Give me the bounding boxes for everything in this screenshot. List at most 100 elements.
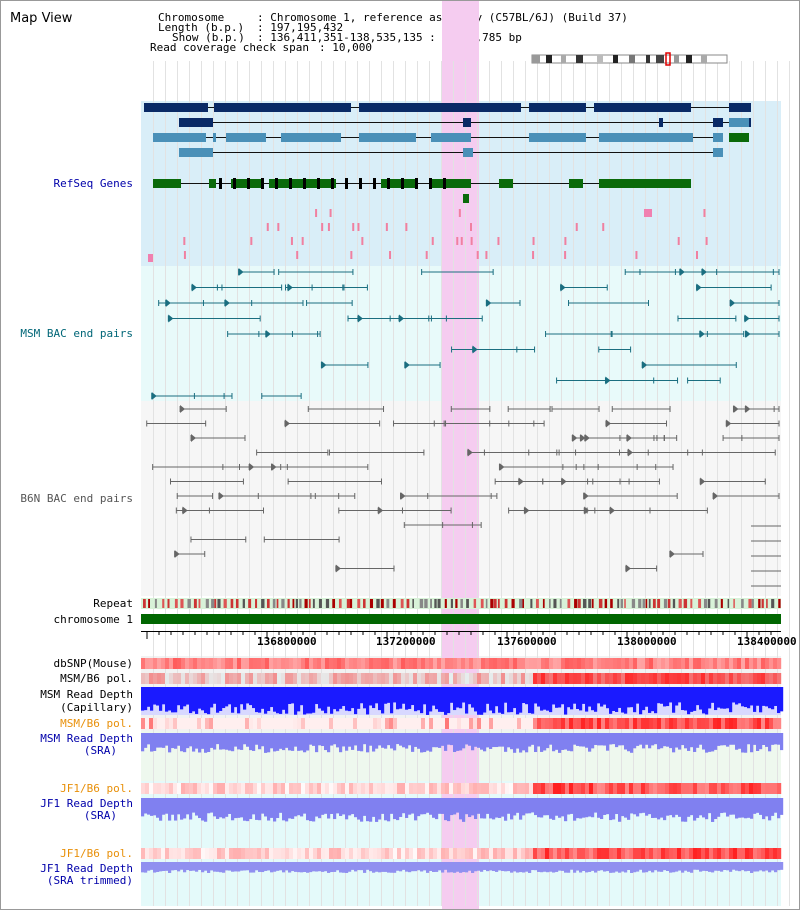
dbsnp-heat	[461, 658, 466, 669]
repeat-feature	[530, 599, 533, 608]
gene-exon[interactable]	[179, 118, 213, 127]
msm-b6-pol-2-heat	[681, 718, 686, 729]
jf1-depth-sra	[291, 798, 295, 819]
jf1-depth-sra	[636, 798, 640, 817]
jf1-depth-sra	[204, 798, 208, 822]
dbsnp-heat	[153, 658, 158, 669]
jf1-depth-sra	[534, 798, 538, 816]
msm-depth-sra	[606, 733, 610, 751]
refseq-marker	[677, 237, 680, 245]
msm-depth-capillary	[228, 687, 232, 705]
gene-exon[interactable]	[144, 103, 208, 112]
msm-depth-sra	[381, 733, 385, 748]
msm-depth-capillary	[573, 687, 577, 704]
dbsnp-heat	[273, 658, 278, 669]
gene-exon[interactable]	[213, 133, 216, 142]
gene-exon[interactable]	[359, 103, 521, 112]
msm-depth-capillary	[561, 687, 565, 705]
gene-exon[interactable]	[269, 179, 336, 188]
msm-b6-pol-heat	[661, 673, 666, 684]
jf1-b6-pol-2-heat	[553, 848, 558, 859]
dbsnp-heat	[269, 658, 274, 669]
gene-exon[interactable]	[231, 179, 261, 188]
gene-exon[interactable]	[153, 133, 206, 142]
dbsnp-heat	[777, 658, 782, 669]
gene-exon[interactable]	[594, 103, 691, 112]
gene-exon[interactable]	[659, 118, 663, 127]
msm-depth-capillary	[750, 687, 754, 706]
gene-exon[interactable]	[529, 133, 586, 142]
jf1-depth-trimmed	[279, 862, 283, 871]
msm-depth-capillary	[462, 687, 466, 703]
jf1-b6-pol-heat	[585, 783, 590, 794]
msm-depth-sra	[297, 733, 301, 751]
msm-depth-sra	[561, 733, 565, 750]
dbsnp-heat	[389, 658, 394, 669]
gene-exon[interactable]	[463, 148, 473, 157]
jf1-depth-trimmed	[591, 862, 595, 871]
gene-exon[interactable]	[463, 118, 471, 127]
gene-exon[interactable]	[359, 133, 416, 142]
jf1-depth-sra	[258, 798, 262, 821]
msm-b6-pol-heat	[621, 673, 626, 684]
msm-depth-sra	[165, 733, 169, 746]
jf1-depth-sra	[498, 798, 502, 819]
jf1-b6-pol-heat	[337, 783, 342, 794]
gene-exon[interactable]	[599, 179, 691, 188]
gene-exon[interactable]	[281, 133, 341, 142]
msm-depth-sra	[558, 733, 562, 753]
gene-exon[interactable]	[599, 133, 693, 142]
msm-b6-pol-2-heat	[633, 718, 638, 729]
gene-exon[interactable]	[499, 179, 513, 188]
msm-depth-capillary	[345, 687, 349, 711]
msm-b6-pol-2-heat	[253, 718, 258, 729]
msm-depth-capillary	[219, 687, 223, 711]
gene-exon[interactable]	[569, 179, 583, 188]
msm-depth-capillary	[774, 687, 778, 706]
msm-depth-sra	[213, 733, 217, 750]
gene-exon[interactable]	[713, 133, 723, 142]
msm-depth-sra	[351, 733, 355, 750]
msm-depth-sra	[414, 733, 418, 747]
gene-exon[interactable]	[431, 179, 471, 188]
jf1-b6-pol-2-heat	[613, 848, 618, 859]
jf1-depth-sra	[393, 798, 397, 820]
dbsnp-heat	[681, 658, 686, 669]
msm-b6-pol-heat	[241, 673, 246, 684]
jf1-b6-pol-heat	[473, 783, 478, 794]
msm-b6-pol-heat	[709, 673, 714, 684]
msm-depth-sra	[372, 733, 376, 752]
jf1-depth-trimmed	[360, 862, 364, 871]
msm-b6-pol-2-heat	[373, 718, 378, 729]
jf1-depth-trimmed	[657, 862, 661, 872]
b6n-bac-pair-end	[335, 564, 341, 573]
ideogram-current-position[interactable]	[665, 52, 671, 66]
gene-exon[interactable]	[463, 194, 469, 203]
gene-exon[interactable]	[209, 179, 216, 188]
gene-exon[interactable]	[214, 103, 351, 112]
gene-exon[interactable]	[431, 133, 471, 142]
jf1-depth-sra	[678, 798, 682, 817]
jf1-depth-sra	[582, 798, 586, 818]
msm-depth-capillary	[630, 687, 634, 708]
gene-exon[interactable]	[179, 148, 213, 157]
gene-exon[interactable]	[713, 148, 723, 157]
msm-depth-capillary	[333, 687, 337, 710]
msm-depth-sra	[261, 733, 265, 747]
dbsnp-heat	[609, 658, 614, 669]
gene-exon[interactable]	[529, 103, 586, 112]
gene-exon[interactable]	[226, 133, 266, 142]
gene-exon[interactable]	[153, 179, 181, 188]
gene-exon[interactable]	[729, 103, 751, 112]
msm-depth-capillary	[654, 687, 658, 714]
jf1-b6-pol-2-heat	[193, 848, 198, 859]
gene-exon[interactable]	[713, 118, 723, 127]
msm-depth-capillary	[468, 687, 472, 705]
jf1-b6-pol-2-heat	[481, 848, 486, 859]
gene-exon[interactable]	[381, 179, 416, 188]
jf1-depth-sra	[411, 798, 415, 814]
jf1-depth-trimmed	[309, 862, 313, 873]
repeat-feature	[493, 599, 497, 608]
jf1-b6-pol-2-heat	[533, 848, 538, 859]
